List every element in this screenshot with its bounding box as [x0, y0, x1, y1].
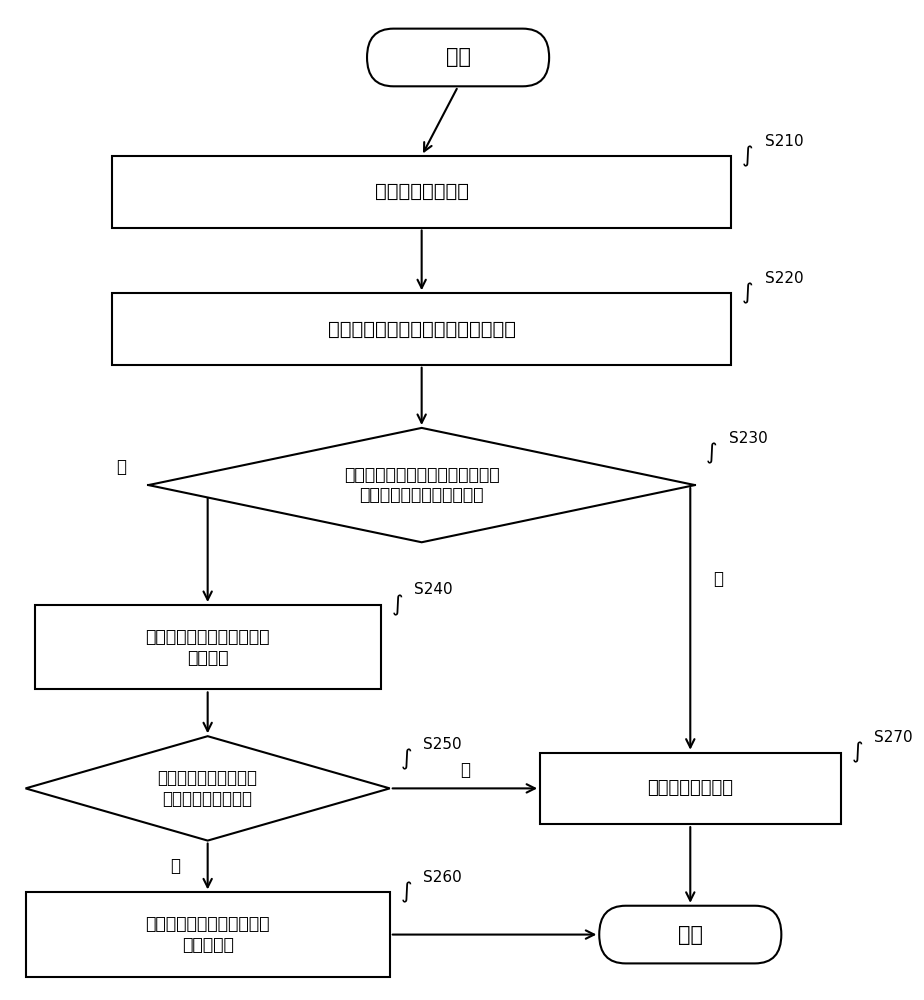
Text: 结束: 结束 — [678, 925, 703, 945]
Bar — [26, 892, 390, 977]
Text: 确定所述用户环境图像的平均亮度值: 确定所述用户环境图像的平均亮度值 — [328, 319, 516, 338]
Text: ∫: ∫ — [742, 283, 754, 304]
Bar — [112, 293, 731, 365]
Text: 是: 是 — [170, 857, 180, 875]
FancyBboxPatch shape — [600, 906, 782, 963]
Text: ∫: ∫ — [706, 443, 717, 464]
Text: 是: 是 — [116, 458, 126, 476]
Text: 采集用户环境图像: 采集用户环境图像 — [374, 182, 468, 201]
Text: ∫: ∫ — [392, 594, 403, 616]
Text: 进行重新采集提示: 进行重新采集提示 — [648, 779, 734, 797]
Text: S240: S240 — [414, 582, 453, 597]
Text: S230: S230 — [728, 431, 767, 446]
Text: 确定所述用户环境图像为有
效人脸图像: 确定所述用户环境图像为有 效人脸图像 — [145, 915, 270, 954]
Text: 否: 否 — [460, 761, 470, 779]
Text: 开始: 开始 — [445, 47, 470, 67]
Text: S210: S210 — [765, 134, 804, 149]
Text: S260: S260 — [423, 870, 462, 885]
Polygon shape — [149, 428, 695, 542]
Text: ∫: ∫ — [401, 882, 412, 903]
Text: ∫: ∫ — [401, 749, 412, 770]
Text: S250: S250 — [423, 737, 462, 752]
Text: 针对所述用户环境图像进行
人脸检测: 针对所述用户环境图像进行 人脸检测 — [145, 628, 270, 667]
Text: S270: S270 — [874, 730, 913, 745]
Bar — [540, 753, 841, 824]
Text: 判断所述用户环境图像的平均亮度
值在预设的亮度值范围之内: 判断所述用户环境图像的平均亮度 值在预设的亮度值范围之内 — [344, 466, 500, 504]
Text: ∫: ∫ — [852, 742, 863, 763]
Text: S220: S220 — [765, 271, 804, 286]
Bar — [34, 605, 381, 689]
Bar — [112, 156, 731, 228]
FancyBboxPatch shape — [367, 29, 549, 86]
Text: 判断在所述用户环境图
像中是否检测到人脸: 判断在所述用户环境图 像中是否检测到人脸 — [158, 769, 258, 808]
Polygon shape — [26, 736, 390, 841]
Text: 否: 否 — [713, 570, 723, 588]
Text: ∫: ∫ — [742, 145, 754, 167]
